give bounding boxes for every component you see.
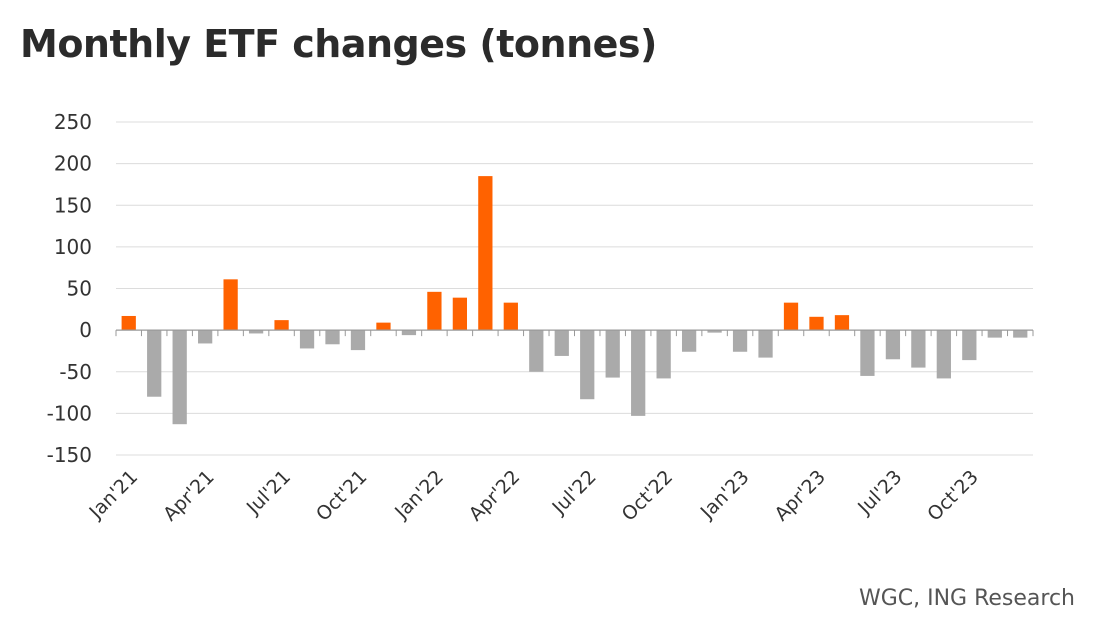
bar xyxy=(885,330,901,360)
bar xyxy=(223,279,238,331)
bars xyxy=(121,176,1028,425)
bar xyxy=(427,291,442,331)
bar xyxy=(834,315,850,331)
bar xyxy=(987,330,1002,338)
bar xyxy=(529,330,544,372)
x-axis-ticks: Jan'21 Apr'21 Jul'21 Oct'21 Jan'22 Apr'22 Jul'… xyxy=(84,466,982,526)
y-axis-ticks: 250 200 150 100 50 0 -50 -100 -150 xyxy=(47,110,92,467)
y-tick-label: 200 xyxy=(54,152,92,176)
bar xyxy=(376,322,391,331)
bar xyxy=(299,330,315,349)
bar xyxy=(172,330,187,425)
y-tick-label: 100 xyxy=(54,235,92,259)
x-tick-label: Jul'22 xyxy=(548,466,601,519)
y-tick-label: 0 xyxy=(79,318,92,342)
bar xyxy=(325,330,340,345)
bar xyxy=(936,330,951,379)
bar xyxy=(809,316,824,331)
bar xyxy=(503,302,518,331)
bar xyxy=(911,330,926,368)
y-tick-label: 250 xyxy=(54,110,92,134)
bar xyxy=(783,302,799,331)
bar xyxy=(860,330,875,376)
bar xyxy=(1013,330,1028,338)
x-tick-label: Oct'23 xyxy=(923,466,983,526)
bar xyxy=(656,330,671,379)
source-note: WGC, ING Research xyxy=(858,586,1075,611)
y-tick-label: 150 xyxy=(54,193,92,217)
x-tick-label: Jul'21 xyxy=(242,466,295,519)
x-tick-label: Oct'21 xyxy=(312,466,372,526)
bar xyxy=(580,330,595,400)
y-tick-label: 50 xyxy=(67,277,92,301)
y-tick-label: -150 xyxy=(47,443,92,467)
chart-title: Monthly ETF changes (tonnes) xyxy=(20,22,657,66)
bar xyxy=(605,330,620,378)
bar xyxy=(962,330,977,361)
y-tick-label: -100 xyxy=(47,401,92,425)
grid-lines xyxy=(116,121,1033,456)
bar xyxy=(350,330,366,351)
bar xyxy=(631,330,646,416)
bar xyxy=(274,320,289,331)
bar xyxy=(401,330,417,336)
y-tick-label: -50 xyxy=(59,360,92,384)
bar xyxy=(681,330,697,352)
bar xyxy=(554,330,569,356)
bar xyxy=(478,176,493,331)
x-tick-label: Apr'23 xyxy=(770,466,830,526)
x-tick-label: Apr'21 xyxy=(159,466,219,526)
x-tick-label: Jan'21 xyxy=(84,466,142,524)
bar xyxy=(452,297,467,331)
x-tick-label: Jan'22 xyxy=(390,466,448,524)
bar xyxy=(147,330,162,397)
x-tick-label: Jan'23 xyxy=(696,466,754,524)
bar xyxy=(248,330,264,334)
x-tick-label: Oct'22 xyxy=(618,466,678,526)
bar xyxy=(198,330,213,344)
x-axis xyxy=(115,329,1034,337)
bar xyxy=(758,330,773,358)
bar xyxy=(121,315,136,331)
x-tick-label: Apr'22 xyxy=(465,466,525,526)
bar xyxy=(707,330,722,333)
x-tick-label: Jul'23 xyxy=(853,466,906,519)
bar xyxy=(732,330,748,352)
